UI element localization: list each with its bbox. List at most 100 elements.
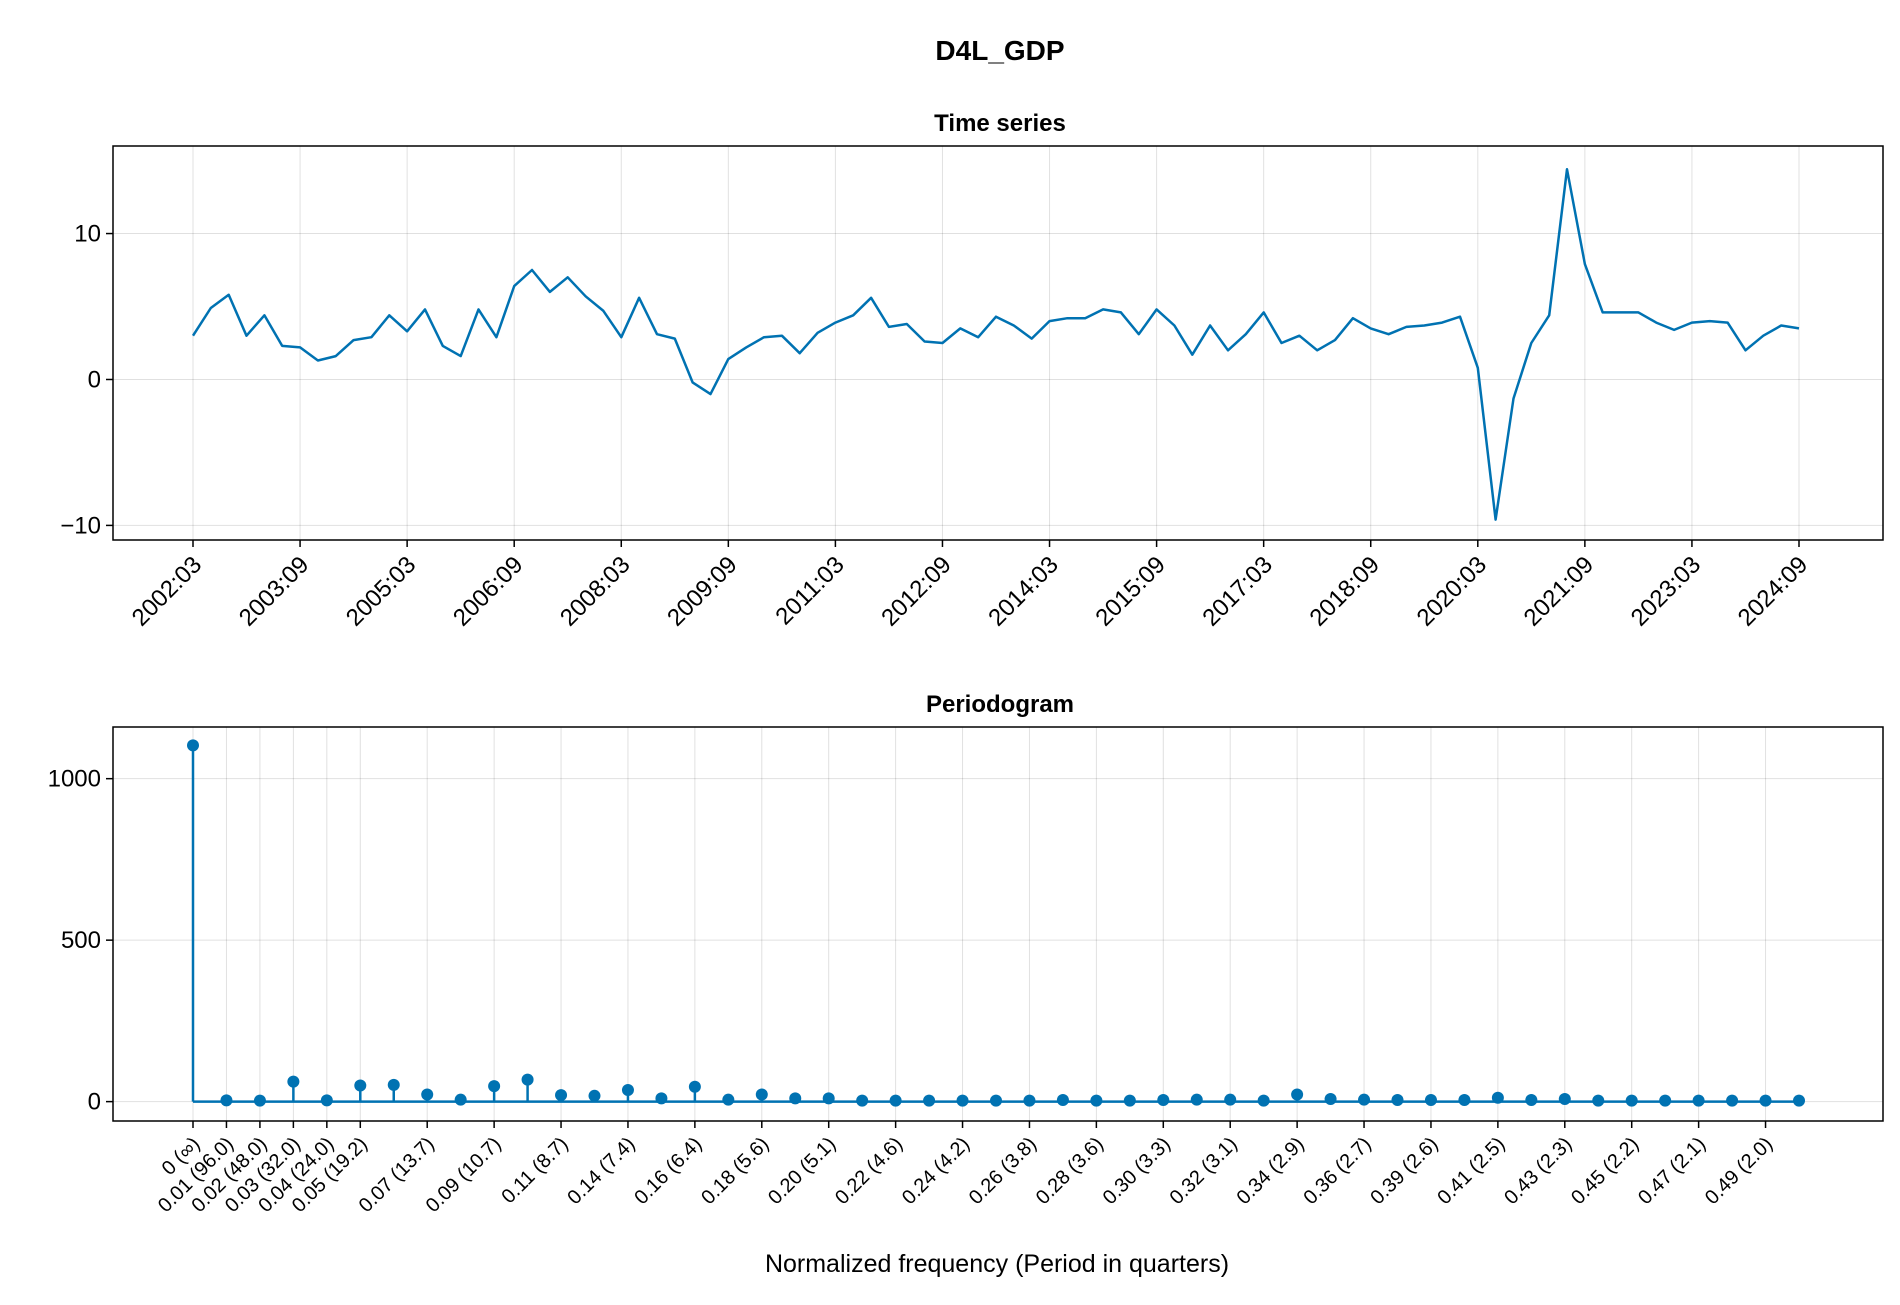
pg-x-tick-label: 0.24 (4.2) <box>898 1133 974 1209</box>
periodogram-x-axis-label: Normalized frequency (Period in quarters… <box>765 1250 1229 1278</box>
periodogram-plot-frame <box>112 726 1884 1122</box>
pg-x-tick-label: 0.28 (3.6) <box>1032 1133 1108 1209</box>
pg-stem-marker <box>655 1092 668 1105</box>
pg-stem-marker <box>1123 1094 1136 1107</box>
pg-stem-marker <box>856 1094 869 1107</box>
ts-x-tick-label: 2006:09 <box>448 551 528 631</box>
periodogram-title: Periodogram <box>926 691 1074 718</box>
pg-stem-marker <box>1257 1094 1270 1107</box>
time-series-panel: Time series −10 0 10 2002:03 2003:09 2005:03… <box>60 110 1884 632</box>
pg-stem-marker <box>1090 1094 1103 1107</box>
pg-stem-marker <box>1424 1094 1437 1107</box>
pg-y-tick-label: 0 <box>88 1089 101 1116</box>
pg-stem-marker <box>621 1083 634 1096</box>
pg-x-tick-label: 0.34 (2.9) <box>1233 1133 1309 1209</box>
pg-x-tick-label: 0.49 (2.0) <box>1701 1133 1777 1209</box>
pg-stem-marker <box>1491 1091 1504 1104</box>
pg-stem-marker <box>1793 1094 1805 1107</box>
ts-y-tick-label: 0 <box>88 366 101 393</box>
pg-x-tick-label: 0.14 (7.4) <box>563 1133 639 1209</box>
pg-stem-marker <box>1358 1093 1371 1106</box>
ts-x-tick-label: 2017:03 <box>1197 551 1277 631</box>
figure-title: D4L_GDP <box>935 35 1064 66</box>
ts-x-tick-label: 2020:03 <box>1412 551 1492 631</box>
pg-x-tick-label: 0.26 (3.8) <box>965 1133 1041 1209</box>
ts-x-tick-label: 2015:09 <box>1090 551 1170 631</box>
ts-y-tick-label: −10 <box>60 512 101 539</box>
pg-x-tick-label: 0.11 (8.7) <box>498 1133 573 1208</box>
pg-stem-marker <box>555 1089 568 1102</box>
pg-x-tick-label: 0.20 (5.1) <box>764 1133 840 1209</box>
pg-y-tick-label: 500 <box>61 927 101 954</box>
ts-x-tick-label: 2011:03 <box>770 551 849 630</box>
pg-stem-marker <box>722 1093 735 1106</box>
pg-y-tick-label: 1000 <box>48 766 101 793</box>
ts-x-tick-label: 2005:03 <box>341 551 421 631</box>
pg-stem-marker <box>1692 1094 1705 1107</box>
ts-x-tick-label: 2014:03 <box>983 551 1063 631</box>
ts-x-tick-label: 2023:03 <box>1626 551 1706 631</box>
pg-stem-marker <box>1726 1094 1739 1107</box>
pg-stem-marker <box>889 1094 902 1107</box>
ts-x-tick-label: 2021:09 <box>1519 551 1599 631</box>
ts-x-tick-label: 2008:03 <box>555 551 635 631</box>
time-series-grid <box>113 146 1883 540</box>
ts-x-tick-label: 2002:03 <box>127 551 207 631</box>
periodogram-y-axis: 0 500 1000 <box>48 766 113 1116</box>
pg-stem-marker <box>320 1094 333 1107</box>
pg-x-tick-label: 0.16 (6.4) <box>630 1133 706 1209</box>
pg-x-tick-label: 0.22 (4.6) <box>831 1133 907 1209</box>
pg-stem-marker <box>789 1092 802 1105</box>
pg-x-tick-label: 0.36 (2.7) <box>1299 1133 1375 1209</box>
pg-stem-marker <box>822 1092 835 1105</box>
pg-stem-marker <box>1224 1093 1237 1106</box>
periodogram-stems <box>187 739 1805 1107</box>
pg-stem-marker <box>1659 1094 1672 1107</box>
pg-x-tick-label: 0.39 (2.6) <box>1366 1133 1442 1209</box>
pg-x-tick-label: 0.18 (5.6) <box>697 1133 773 1209</box>
pg-stem-marker <box>354 1079 367 1092</box>
pg-x-tick-label: 0.43 (2.3) <box>1500 1133 1576 1209</box>
pg-stem-marker <box>1391 1094 1404 1107</box>
pg-stem-marker <box>923 1094 936 1107</box>
time-series-line <box>191 168 1800 521</box>
pg-stem-marker <box>755 1088 768 1101</box>
pg-stem-marker <box>1056 1094 1069 1107</box>
pg-stem-marker <box>588 1089 601 1102</box>
pg-stem-marker <box>521 1073 534 1086</box>
pg-x-tick-label: 0.41 (2.5) <box>1433 1133 1509 1209</box>
pg-stem-marker <box>956 1094 969 1107</box>
pg-stem-marker <box>287 1075 300 1088</box>
ts-x-tick-label: 2003:09 <box>234 551 314 631</box>
pg-stem-marker <box>454 1093 467 1106</box>
pg-stem-marker <box>488 1080 501 1093</box>
pg-stem-marker <box>1291 1088 1304 1101</box>
ts-x-tick-label: 2018:09 <box>1305 551 1385 631</box>
periodogram-panel: Periodogram 0 500 1000 0 (∞)0.01 (96.0)0.0… <box>48 691 1884 1278</box>
pg-stem-marker <box>1625 1094 1638 1107</box>
pg-stem-marker <box>1558 1093 1571 1106</box>
periodogram-grid <box>113 727 1883 1121</box>
pg-stem-marker <box>1525 1094 1538 1107</box>
pg-stem-marker <box>1458 1094 1471 1107</box>
pg-x-tick-label: 0.30 (3.3) <box>1099 1133 1175 1209</box>
pg-stem-marker <box>1023 1094 1036 1107</box>
ts-y-tick-label: 10 <box>74 221 101 248</box>
pg-stem-marker <box>421 1088 434 1101</box>
pg-stem-marker <box>1759 1094 1772 1107</box>
pg-stem-marker <box>688 1080 701 1093</box>
time-series-x-axis: 2002:03 2003:09 2005:03 2006:09 2008:03 2009:… <box>127 540 1813 632</box>
pg-stem-marker <box>1190 1093 1203 1106</box>
time-series-title: Time series <box>934 110 1066 137</box>
pg-stem-marker <box>220 1094 233 1107</box>
pg-x-tick-label: 0.32 (3.1) <box>1166 1133 1242 1209</box>
time-series-y-axis: −10 0 10 <box>60 221 113 539</box>
pg-x-tick-label: 0.45 (2.2) <box>1567 1133 1643 1209</box>
pg-stem-marker <box>187 739 199 752</box>
pg-stem-marker <box>387 1078 400 1091</box>
pg-x-tick-label: 0.47 (2.1) <box>1634 1133 1710 1209</box>
pg-stem-marker <box>253 1094 266 1107</box>
pg-stem-marker <box>1324 1093 1337 1106</box>
